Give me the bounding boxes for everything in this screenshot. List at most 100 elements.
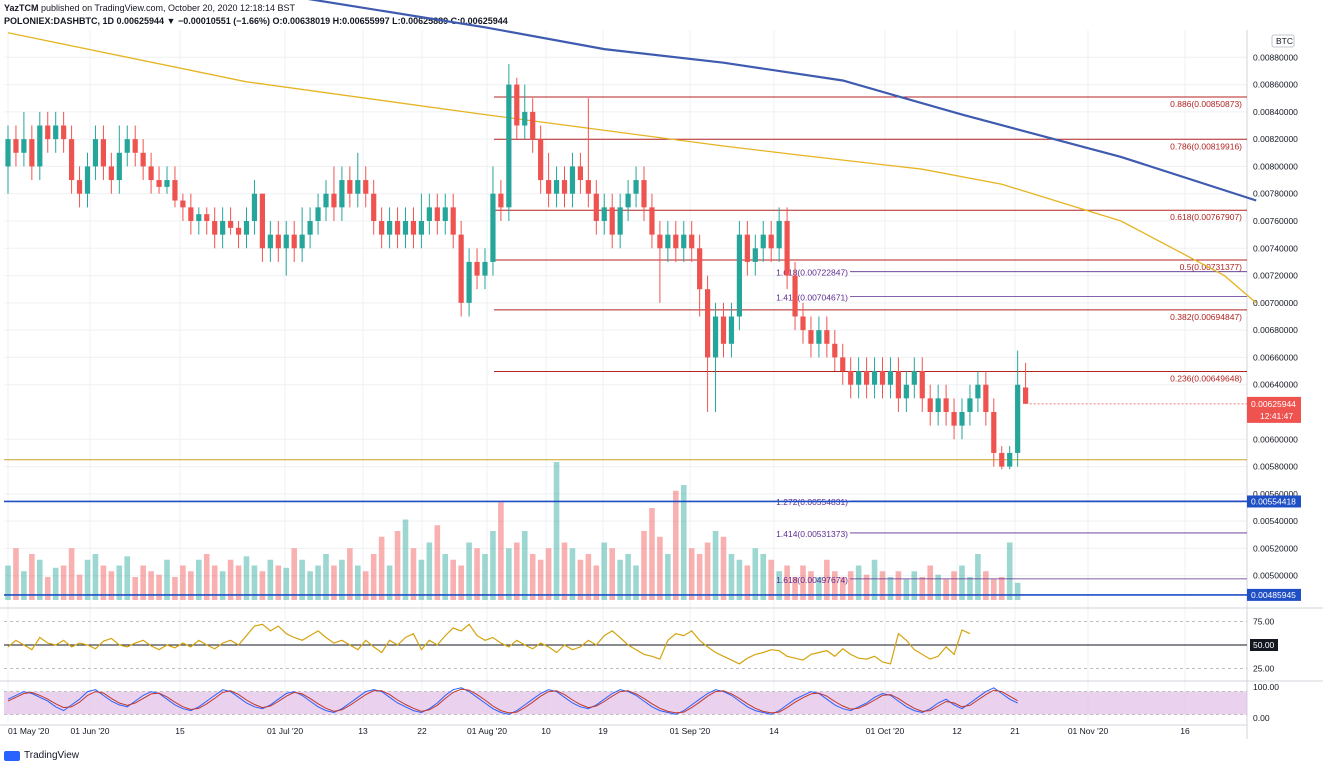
- candle[interactable]: [991, 398, 997, 467]
- candle[interactable]: [387, 207, 393, 249]
- ma100-line[interactable]: [7, 32, 1257, 304]
- candle[interactable]: [975, 371, 981, 412]
- candle[interactable]: [100, 125, 106, 181]
- candle[interactable]: [180, 193, 186, 221]
- candle[interactable]: [61, 111, 67, 153]
- candle[interactable]: [45, 111, 51, 153]
- candle[interactable]: [108, 152, 114, 194]
- rsi-line[interactable]: [7, 623, 971, 665]
- candle[interactable]: [196, 207, 202, 235]
- candle[interactable]: [689, 221, 695, 262]
- candle[interactable]: [251, 180, 258, 235]
- candle[interactable]: [283, 221, 289, 276]
- candle[interactable]: [5, 125, 11, 194]
- candle[interactable]: [21, 111, 27, 167]
- stoch-d-line[interactable]: [7, 688, 1018, 714]
- candle[interactable]: [490, 166, 496, 276]
- candle[interactable]: [585, 98, 591, 208]
- candle[interactable]: [243, 207, 250, 249]
- support-levels[interactable]: 0.00554418 0.00485945: [4, 495, 1301, 601]
- candle[interactable]: [641, 166, 647, 221]
- candle[interactable]: [856, 357, 862, 399]
- candle[interactable]: [466, 248, 472, 317]
- candle[interactable]: [426, 193, 432, 235]
- candle[interactable]: [633, 166, 639, 208]
- currency-badge[interactable]: [1271, 34, 1295, 48]
- candle[interactable]: [220, 207, 226, 249]
- ma200-line[interactable]: [8, 0, 1257, 202]
- candle[interactable]: [347, 166, 353, 208]
- candle[interactable]: [681, 221, 687, 262]
- candle[interactable]: [657, 221, 663, 303]
- candle[interactable]: [148, 152, 154, 194]
- candle[interactable]: [792, 261, 798, 331]
- candle[interactable]: [307, 207, 313, 249]
- rsi-pane[interactable]: 75.00 50.00 25.00: [4, 616, 1278, 674]
- candle[interactable]: [434, 193, 440, 235]
- candle[interactable]: [530, 98, 536, 153]
- candlesticks[interactable]: [5, 64, 1029, 470]
- candle[interactable]: [259, 193, 265, 262]
- candle[interactable]: [617, 193, 623, 249]
- candle[interactable]: [315, 193, 321, 235]
- candle[interactable]: [275, 221, 281, 262]
- candle[interactable]: [1007, 446, 1013, 470]
- candle[interactable]: [808, 316, 814, 358]
- candle[interactable]: [69, 125, 75, 194]
- candle[interactable]: [983, 371, 989, 426]
- candle[interactable]: [895, 357, 901, 412]
- candle[interactable]: [752, 234, 758, 276]
- candle[interactable]: [124, 125, 130, 167]
- candle[interactable]: [561, 166, 568, 208]
- candle[interactable]: [339, 166, 345, 221]
- candle[interactable]: [514, 77, 520, 140]
- candle[interactable]: [967, 384, 973, 426]
- candle[interactable]: [172, 166, 178, 208]
- candle[interactable]: [474, 248, 480, 290]
- stoch-rsi-pane[interactable]: 100.00 0.00: [4, 682, 1279, 723]
- candle[interactable]: [188, 193, 194, 235]
- candle[interactable]: [410, 207, 417, 249]
- candle[interactable]: [132, 125, 138, 167]
- candle[interactable]: [371, 180, 377, 235]
- candle[interactable]: [140, 139, 146, 181]
- candle[interactable]: [13, 125, 19, 167]
- time-axis[interactable]: 01 May '20 01 Jun '20 15 01 Jul '20 13 22 01 A…: [0, 724, 1247, 736]
- candle[interactable]: [458, 221, 464, 317]
- candle[interactable]: [593, 180, 599, 235]
- candle[interactable]: [887, 357, 894, 399]
- candle[interactable]: [228, 207, 234, 235]
- candle[interactable]: [744, 221, 750, 276]
- candle[interactable]: [482, 248, 488, 290]
- candle[interactable]: [402, 207, 409, 249]
- candle[interactable]: [673, 221, 679, 262]
- candle[interactable]: [879, 357, 886, 399]
- candle[interactable]: [450, 193, 456, 249]
- candle[interactable]: [164, 166, 170, 194]
- candle[interactable]: [919, 357, 925, 412]
- price-axis[interactable]: 0.00880000 0.00860000 0.00840000 0.00820000…: [1246, 30, 1298, 739]
- candle[interactable]: [951, 398, 957, 440]
- candle[interactable]: [927, 384, 933, 426]
- fib-extension[interactable]: 1.618(0.00722847)1.414(0.00704671)1.272(…: [776, 268, 1247, 585]
- candle[interactable]: [776, 207, 782, 262]
- candle[interactable]: [84, 152, 91, 208]
- candle[interactable]: [394, 207, 401, 249]
- candle[interactable]: [1015, 350, 1021, 467]
- candle[interactable]: [363, 166, 369, 208]
- candle[interactable]: [506, 64, 512, 221]
- candle[interactable]: [577, 152, 583, 194]
- candle[interactable]: [800, 302, 806, 344]
- candle[interactable]: [840, 343, 846, 385]
- candle[interactable]: [29, 125, 35, 181]
- candle[interactable]: [379, 207, 385, 249]
- candle[interactable]: [816, 316, 822, 358]
- candle[interactable]: [625, 180, 631, 221]
- fib-retracement[interactable]: 0.886(0.00850873) 0.786(0.00819916) 0.618(…: [494, 96, 1247, 384]
- candle[interactable]: [116, 125, 122, 194]
- candle[interactable]: [291, 221, 297, 262]
- candle[interactable]: [299, 207, 305, 262]
- tradingview-footer[interactable]: TradingView: [4, 750, 79, 761]
- candle[interactable]: [601, 193, 607, 235]
